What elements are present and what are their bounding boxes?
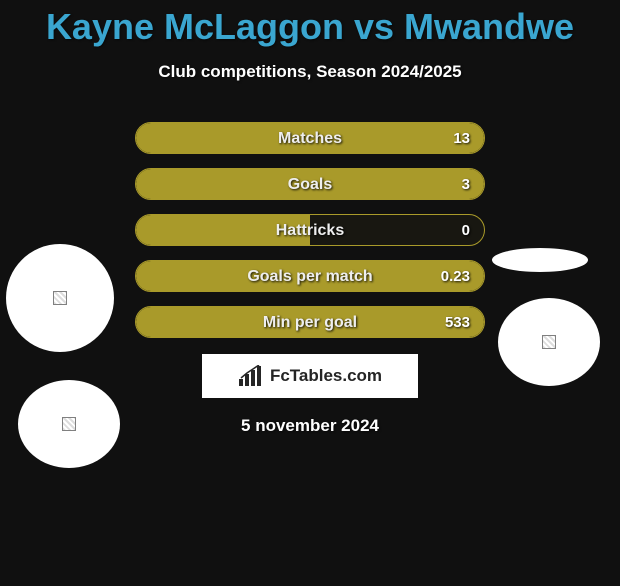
stat-label: Matches [136,123,484,153]
stat-value: 3 [462,169,470,199]
logo-text: FcTables.com [270,366,382,386]
player-avatar-left-2 [18,380,120,468]
player-avatar-left-1 [6,244,114,352]
stat-value: 533 [445,307,470,337]
stat-row: Min per goal533 [135,306,485,338]
stat-row: Matches13 [135,122,485,154]
player-avatar-right-1 [498,298,600,386]
stat-row: Goals3 [135,168,485,200]
image-placeholder-icon [53,291,67,305]
stat-value: 0 [462,215,470,245]
stat-label: Goals [136,169,484,199]
image-placeholder-icon [542,335,556,349]
image-placeholder-icon [62,417,76,431]
stat-value: 0.23 [441,261,470,291]
stat-row: Hattricks0 [135,214,485,246]
fctables-logo: FcTables.com [202,354,418,398]
stat-label: Goals per match [136,261,484,291]
stat-value: 13 [453,123,470,153]
decorative-ellipse [492,248,588,272]
stats-area: Matches13 Goals3 Hattricks0 Goals per match… [0,122,620,338]
page-title: Kayne McLaggon vs Mwandwe [0,6,620,48]
bars-icon [238,365,264,387]
stat-row: Goals per match0.23 [135,260,485,292]
stat-label: Hattricks [136,215,484,245]
stat-label: Min per goal [136,307,484,337]
page-subtitle: Club competitions, Season 2024/2025 [0,62,620,82]
